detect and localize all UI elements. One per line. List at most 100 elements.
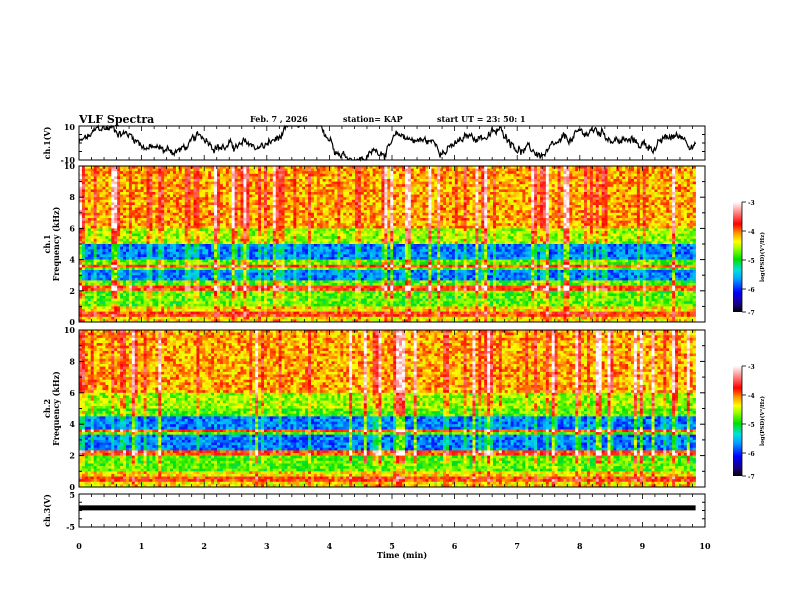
spectrogram-cell [82,187,85,190]
spectrogram-cell [637,189,640,192]
spectrogram-cell [314,205,317,208]
spectrogram-cell [381,195,384,198]
spectrogram-cell [593,171,596,174]
spectrogram-cell [569,184,572,187]
spectrogram-cell [326,195,329,198]
spectrogram-cell [246,171,249,174]
spectrogram-cell [296,187,299,190]
spectrogram-cell [514,171,517,174]
spectrogram-cell [384,174,387,177]
spectrogram-cell [687,176,690,179]
spectrogram-cell [425,171,428,174]
spectrogram-cell [149,174,152,177]
spectrogram-cell [431,208,434,211]
spectrogram-cell [511,189,514,192]
spectrogram-cell [205,210,208,213]
spectrogram-cell [97,223,100,226]
spectrogram-cell [243,171,246,174]
spectrogram-cell [282,221,285,224]
spectrogram-cell [343,215,346,218]
spectrogram-cell [443,205,446,208]
spectrogram-cell [158,192,161,195]
spectrogram-cell [164,174,167,177]
spectrogram-cell [561,197,564,200]
spectrogram-cell [293,200,296,203]
spectrogram-cell [267,169,270,172]
spectrogram-cell [581,221,584,224]
spectrogram-cell [405,182,408,185]
spectrogram-cell [605,200,608,203]
spectrogram-cell [326,218,329,221]
spectrogram-cell [464,184,467,187]
spectrogram-cell [290,179,293,182]
spectrogram-cell [282,200,285,203]
spectrogram-cell [546,189,549,192]
spectrogram-cell [208,205,211,208]
spectrogram-cell [531,218,534,221]
spectrogram-cell [273,205,276,208]
spectrogram-cell [147,176,150,179]
spectrogram-cell [566,195,569,198]
spectrogram-cell [599,205,602,208]
spectrogram-cell [657,205,660,208]
spectrogram-cell [334,210,337,213]
spectrogram-cell [323,200,326,203]
spectrogram-cell [302,187,305,190]
spectrogram-cell [414,182,417,185]
spectrogram-cell [531,215,534,218]
spectrogram-cell [270,179,273,182]
spectrogram-cell [625,213,628,216]
spectrogram-cell [555,226,558,229]
spectrogram-cell [243,200,246,203]
spectrogram-cell [273,221,276,224]
spectrogram-cell [85,197,88,200]
spectrogram-cell [85,187,88,190]
spectrogram-cell [596,202,599,205]
spectrogram-cell [643,195,646,198]
spectrogram-cell [519,195,522,198]
spectrogram-cell [428,182,431,185]
spectrogram-cell [214,210,217,213]
spectrogram-cell [449,187,452,190]
spectrogram-cell [517,213,520,216]
spectrogram-cell [511,169,514,172]
spectrogram-cell [138,195,141,198]
spectrogram-cell [276,205,279,208]
spectrogram-cell [355,179,358,182]
spectrogram-cell [194,200,197,203]
spectrogram-cell [117,192,120,195]
spectrogram-cell [581,171,584,174]
spectrogram-cell [652,213,655,216]
spectrogram-cell [522,205,525,208]
spectrogram-cell [232,218,235,221]
spectrogram-cell [105,213,108,216]
spectrogram-cell [147,187,150,190]
spectrogram-cell [370,169,373,172]
spectrogram-cell [434,223,437,226]
spectrogram-cell [255,184,258,187]
spectrogram-cell [517,208,520,211]
spectrogram-cell [684,197,687,200]
spectrogram-cell [431,202,434,205]
spectrogram-cell [440,218,443,221]
spectrogram-cell [546,176,549,179]
spectrogram-cell [379,187,382,190]
spectrogram-cell [628,169,631,172]
spectrogram-cell [243,179,246,182]
spectrogram-cell [188,171,191,174]
spectrogram-cell [126,192,129,195]
spectrogram-cell [376,171,379,174]
spectrogram-cell [411,176,414,179]
spectrogram-cell [381,169,384,172]
spectrogram-cell [94,213,97,216]
spectrogram-cell [396,218,399,221]
spectrogram-cell [85,182,88,185]
spectrogram-cell [246,187,249,190]
spectrogram-cell [88,197,91,200]
spectrogram-cell [613,208,616,211]
spectrogram-cell [384,215,387,218]
spectrogram-cell [549,197,552,200]
spectrogram-cell [302,205,305,208]
spectrogram-cell [220,187,223,190]
spectrogram-cell [655,205,658,208]
